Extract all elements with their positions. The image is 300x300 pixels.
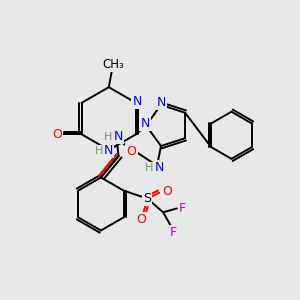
Text: N: N	[156, 97, 166, 110]
Text: H: H	[103, 132, 112, 142]
Text: F: F	[169, 226, 176, 239]
Text: N: N	[132, 95, 142, 108]
Text: O: O	[162, 185, 172, 198]
Text: H: H	[95, 146, 103, 156]
Text: S: S	[143, 192, 152, 205]
Text: F: F	[179, 202, 186, 215]
Text: N: N	[140, 117, 150, 130]
Text: O: O	[136, 213, 146, 226]
Text: O: O	[128, 146, 137, 159]
Text: CH₃: CH₃	[103, 58, 124, 71]
Text: N: N	[104, 145, 113, 158]
Text: N: N	[154, 161, 164, 174]
Text: O: O	[52, 128, 62, 141]
Text: H: H	[145, 163, 153, 172]
Text: N: N	[114, 130, 123, 143]
Text: O: O	[126, 146, 136, 158]
